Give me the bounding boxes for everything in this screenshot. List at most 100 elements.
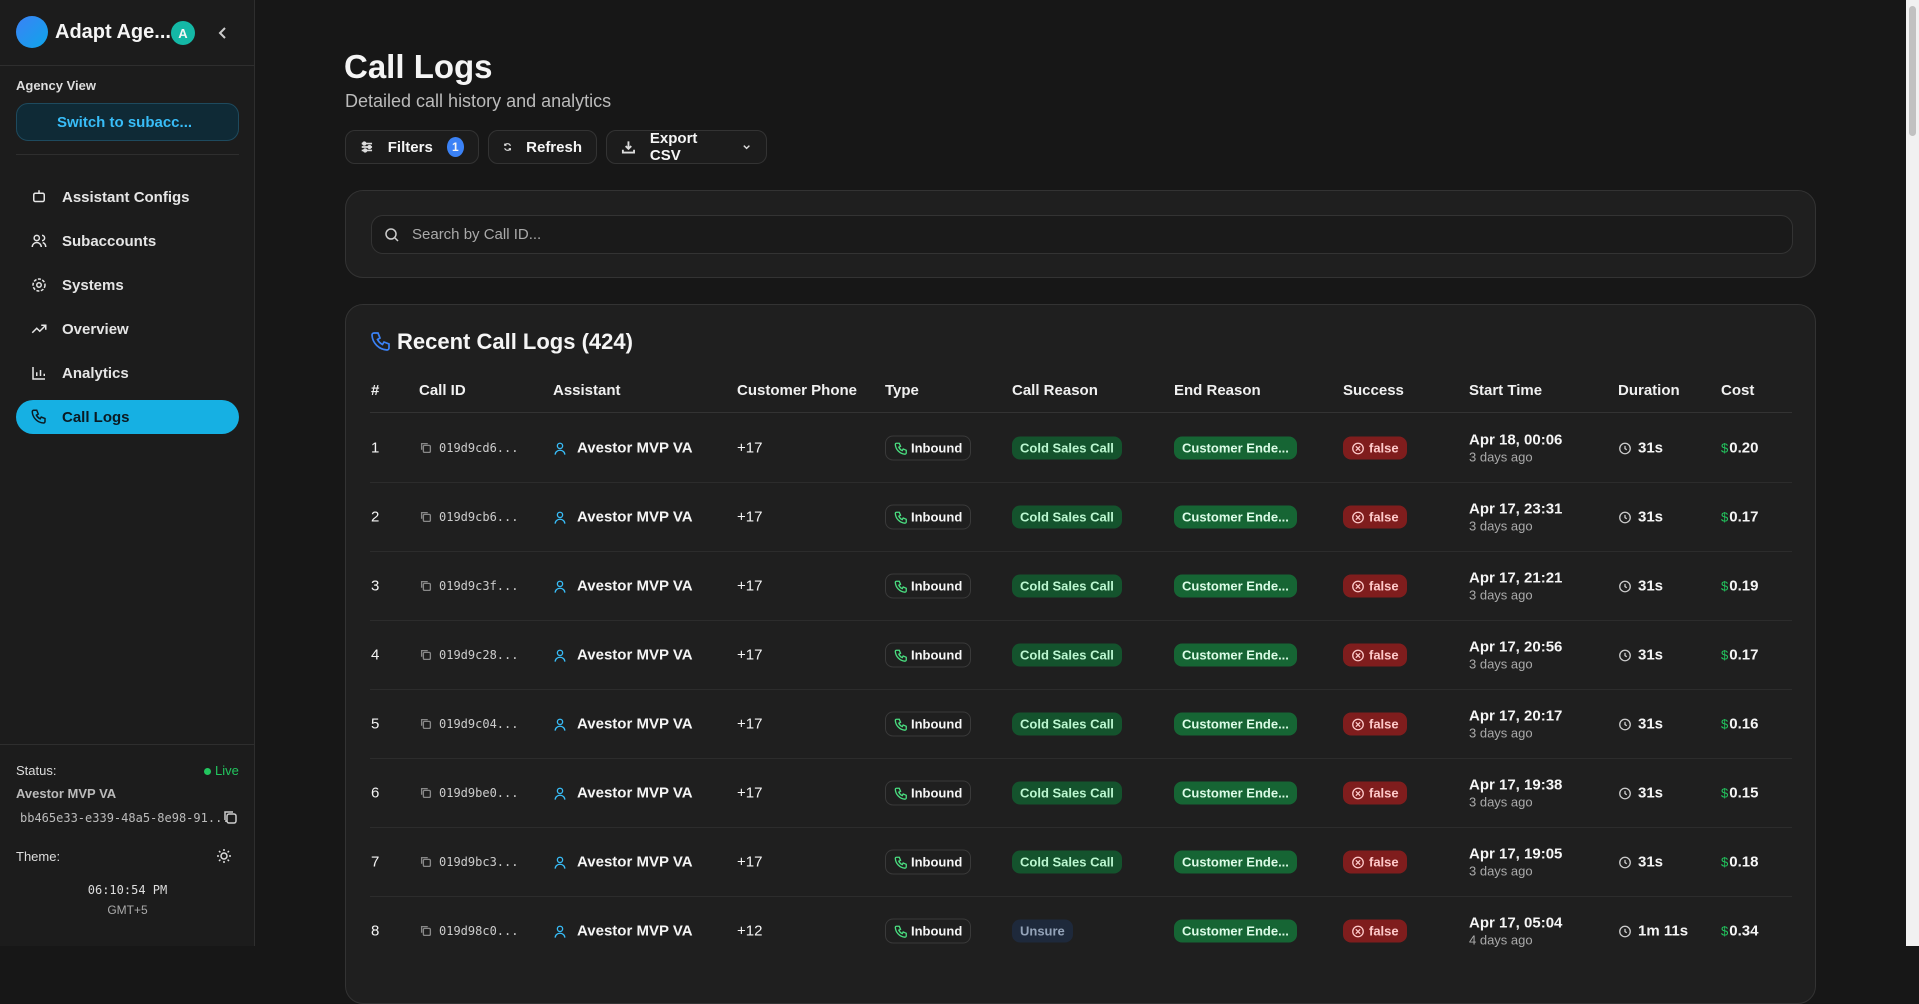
row-divider	[370, 827, 1792, 828]
cell-start-time: Apr 17, 20:56 3 days ago	[1469, 639, 1562, 672]
x-circle-icon	[1352, 718, 1364, 730]
cell-cost: $0.15	[1721, 785, 1758, 802]
column-header: Type	[885, 382, 919, 399]
cell-duration: 31s	[1618, 716, 1663, 733]
scrollbar[interactable]	[1906, 0, 1919, 946]
success-badge: false	[1343, 574, 1407, 598]
cell-call-reason: Cold Sales Call	[1012, 712, 1122, 736]
cell-end-reason: Customer Ende...	[1174, 505, 1297, 529]
cell-success: false	[1343, 436, 1407, 460]
call-reason-badge: Cold Sales Call	[1012, 781, 1122, 805]
call-reason-badge: Cold Sales Call	[1012, 505, 1122, 529]
nav-label: Subaccounts	[62, 232, 157, 250]
x-circle-icon	[1352, 856, 1364, 868]
phone-icon	[894, 511, 907, 524]
divider	[16, 154, 239, 155]
nav-item[interactable]: Subaccounts	[16, 224, 239, 258]
switch-button[interactable]: Switch to subacc...	[16, 103, 239, 141]
call-id[interactable]: 019d9bc3...	[439, 855, 519, 869]
cell-cost: $0.17	[1721, 647, 1758, 664]
column-header: Success	[1343, 382, 1404, 399]
customer-phone: +17	[737, 577, 763, 595]
call-id[interactable]: 019d9cd6...	[439, 441, 519, 455]
theme-label: Theme:	[16, 849, 61, 864]
theme-toggle[interactable]	[216, 848, 232, 864]
nav-item[interactable]: Call Logs	[16, 400, 239, 434]
copy-icon[interactable]	[222, 809, 238, 825]
scroll-thumb[interactable]	[1909, 6, 1916, 136]
user-icon	[554, 580, 566, 593]
column-header: Assistant	[553, 382, 621, 399]
currency: $	[1721, 509, 1729, 525]
avatar[interactable]: A	[171, 21, 195, 45]
assistant: Avestor MVP VA	[577, 784, 693, 802]
nav-icon	[32, 278, 46, 292]
call-id[interactable]: 019d9c3f...	[439, 579, 519, 593]
time-ago: 3 days ago	[1469, 518, 1533, 534]
user-icon	[554, 511, 566, 524]
filters-button[interactable]: Filters 1	[345, 130, 479, 164]
cell-assistant: Avestor MVP VA	[553, 716, 693, 733]
x-circle-icon	[1352, 511, 1364, 523]
end-reason-badge: Customer Ende...	[1174, 436, 1297, 460]
row-number: 6	[371, 784, 380, 802]
sidebar: Adapt Age... A Agency View Switch to sub…	[0, 0, 255, 946]
type: Inbound	[911, 716, 963, 732]
assistant: Avestor MVP VA	[577, 922, 693, 940]
cell-call-reason: Cold Sales Call	[1012, 574, 1122, 598]
cost: 0.19	[1729, 577, 1759, 595]
nav-item[interactable]: Systems	[16, 268, 239, 302]
duration: 31s	[1638, 508, 1664, 526]
call-id[interactable]: 019d9be0...	[439, 786, 519, 800]
row-divider	[370, 551, 1792, 552]
cost: 0.17	[1729, 508, 1759, 526]
cell-phone: +17	[737, 647, 762, 664]
cost: 0.20	[1729, 439, 1759, 457]
cell-end-reason: Customer Ende...	[1174, 643, 1297, 667]
cell-number: 4	[371, 647, 379, 664]
type: Inbound	[911, 578, 963, 594]
customer-phone: +17	[737, 439, 763, 457]
currency: $	[1721, 440, 1729, 456]
cell-duration: 1m 11s	[1618, 923, 1688, 940]
call-id[interactable]: 019d9c04...	[439, 717, 519, 731]
row-number: 3	[371, 577, 380, 595]
export-button[interactable]: Export CSV	[606, 130, 767, 164]
search-icon	[385, 228, 399, 242]
collapse-icon[interactable]	[215, 25, 231, 41]
x-circle-icon	[1352, 925, 1364, 937]
success: false	[1369, 440, 1399, 456]
cost: 0.18	[1729, 853, 1759, 871]
x-circle-icon	[1352, 649, 1364, 661]
type-badge: Inbound	[885, 711, 972, 737]
search-input[interactable]: Search by Call ID...	[371, 215, 1793, 254]
duration: 31s	[1638, 853, 1664, 871]
call-id[interactable]: 019d9cb6...	[439, 510, 519, 524]
copy-icon	[420, 580, 432, 592]
status-label: Status:	[16, 763, 57, 778]
assistant: Avestor MVP VA	[577, 439, 693, 457]
column-header: Customer Phone	[737, 382, 858, 399]
x-circle-icon	[1352, 580, 1364, 592]
nav-label: Analytics	[62, 364, 129, 382]
refresh-button[interactable]: Refresh	[488, 130, 597, 164]
call-id[interactable]: 019d9c28...	[439, 648, 519, 662]
call-reason-badge: Cold Sales Call	[1012, 574, 1122, 598]
cell-success: false	[1343, 643, 1407, 667]
cell-duration: 31s	[1618, 647, 1663, 664]
success-badge: false	[1343, 712, 1407, 736]
nav-item[interactable]: Analytics	[16, 356, 239, 390]
duration: 31s	[1638, 439, 1664, 457]
column-header: Duration	[1618, 382, 1680, 399]
success: false	[1369, 578, 1399, 594]
success: false	[1369, 923, 1399, 939]
nav-item[interactable]: Assistant Configs	[16, 180, 239, 214]
clock-icon	[1619, 925, 1631, 937]
header-line	[370, 412, 1792, 413]
cell-number: 7	[371, 854, 379, 871]
cell-duration: 31s	[1618, 785, 1663, 802]
nav-item[interactable]: Overview	[16, 312, 239, 346]
call-id[interactable]: 019d98c0...	[439, 924, 519, 938]
duration: 31s	[1638, 784, 1664, 802]
nav-icon	[33, 190, 45, 203]
